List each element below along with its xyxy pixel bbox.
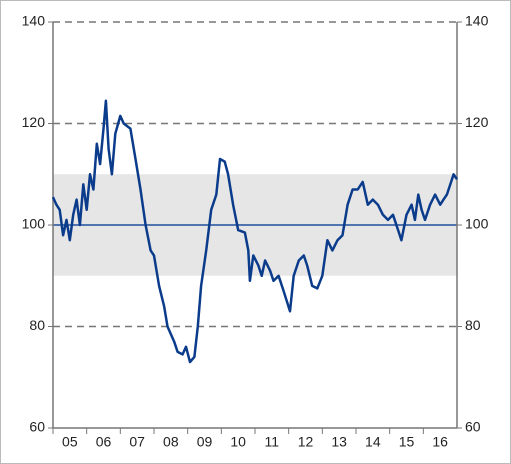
y-tick-label: 120 <box>22 114 46 130</box>
x-tick-label: 14 <box>365 434 381 450</box>
y2-tick-label: 80 <box>465 317 481 333</box>
y-tick-label: 60 <box>29 419 45 435</box>
x-tick-label: 07 <box>129 434 145 450</box>
x-tick-label: 09 <box>197 434 213 450</box>
x-tick-label: 10 <box>230 434 246 450</box>
x-tick-label: 11 <box>265 434 280 450</box>
x-tick-label: 05 <box>62 434 78 450</box>
y-tick-label: 140 <box>22 13 46 29</box>
y2-tick-label: 120 <box>465 114 489 130</box>
y2-tick-label: 140 <box>465 13 489 29</box>
x-tick-label: 08 <box>163 434 179 450</box>
y-tick-label: 80 <box>29 317 45 333</box>
x-tick-label: 16 <box>432 434 448 450</box>
data-line <box>51 99 459 364</box>
x-tick-label: 12 <box>298 434 314 450</box>
y2-tick-label: 100 <box>465 216 489 232</box>
x-tick-label: 15 <box>399 434 415 450</box>
y2-tick-label: 60 <box>465 419 481 435</box>
x-tick-label: 06 <box>96 434 112 450</box>
x-tick-label: 13 <box>331 434 347 450</box>
y-tick-label: 100 <box>22 216 46 232</box>
